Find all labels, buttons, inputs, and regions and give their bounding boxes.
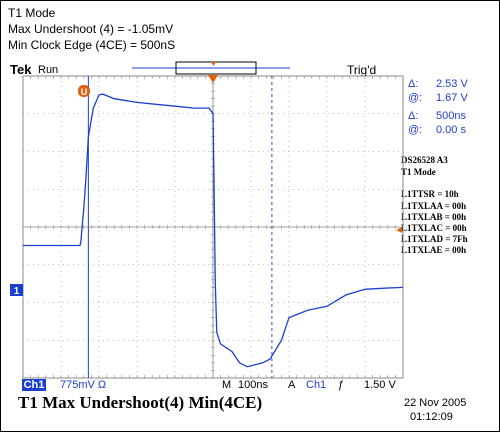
trigger-time-marker [208,75,218,83]
header-undershoot: Max Undershoot (4) = -1.05mV [8,22,174,36]
capture-time: 01:12:09 [410,411,453,423]
side-info-line: T1 Mode [401,167,436,177]
delta-t-value: 500ns [436,110,466,122]
at-t-symbol: @: [408,124,423,136]
trigger-level: 1.50 V [364,379,396,391]
at-v-value: 1.67 V [436,92,468,104]
delta-v-value: 2.53 V [436,78,468,90]
trigger-level-marker [396,227,402,233]
trigger-slope-icon: ƒ [338,379,345,391]
header-clock-edge: Min Clock Edge (4CE) = 500nS [8,38,176,52]
cursor-u-marker: U [78,85,90,97]
brand-logo: Tek [10,62,32,77]
time-per-div: 100ns [238,379,268,391]
main-timebase-label: M [222,379,232,391]
svg-text:U: U [81,87,88,97]
channel-ground-marker: 1 [10,284,23,297]
acquisition-state: Run [38,64,59,76]
trigger-a-label: A [288,379,296,391]
trigger-channel: Ch1 [306,379,327,391]
ch1-trace [23,93,404,368]
side-info-line: L1TXLAE = 00h [401,245,467,255]
side-info-line: L1TXLAA = 00h [401,201,467,211]
at-v-symbol: @: [408,92,423,104]
at-t-value: 0.00 s [436,124,466,136]
side-info-line: L1TTSR = 10h [401,189,459,199]
channel-badge: Ch1 [22,379,46,391]
delta-t-symbol: Δ: [408,110,419,122]
side-info-line: DS26528 A3 [401,155,448,165]
record-view-bar [132,61,290,75]
volts-per-div: 775mV Ω [60,379,107,391]
side-info-line: L1TXLAB = 00h [401,212,467,222]
side-info-line: L1TXLAD = 7Fh [401,234,468,244]
trigger-status: Trig'd [347,63,377,77]
svg-text:1: 1 [14,286,20,297]
trigger-position-marker [211,62,216,66]
side-info-line: L1TXLAC = 00h [401,223,467,233]
header-mode: T1 Mode [8,6,56,20]
delta-v-symbol: Δ: [408,78,419,90]
figure-caption: T1 Max Undershoot(4) Min(4CE) [18,393,263,412]
capture-date: 22 Nov 2005 [404,397,467,409]
